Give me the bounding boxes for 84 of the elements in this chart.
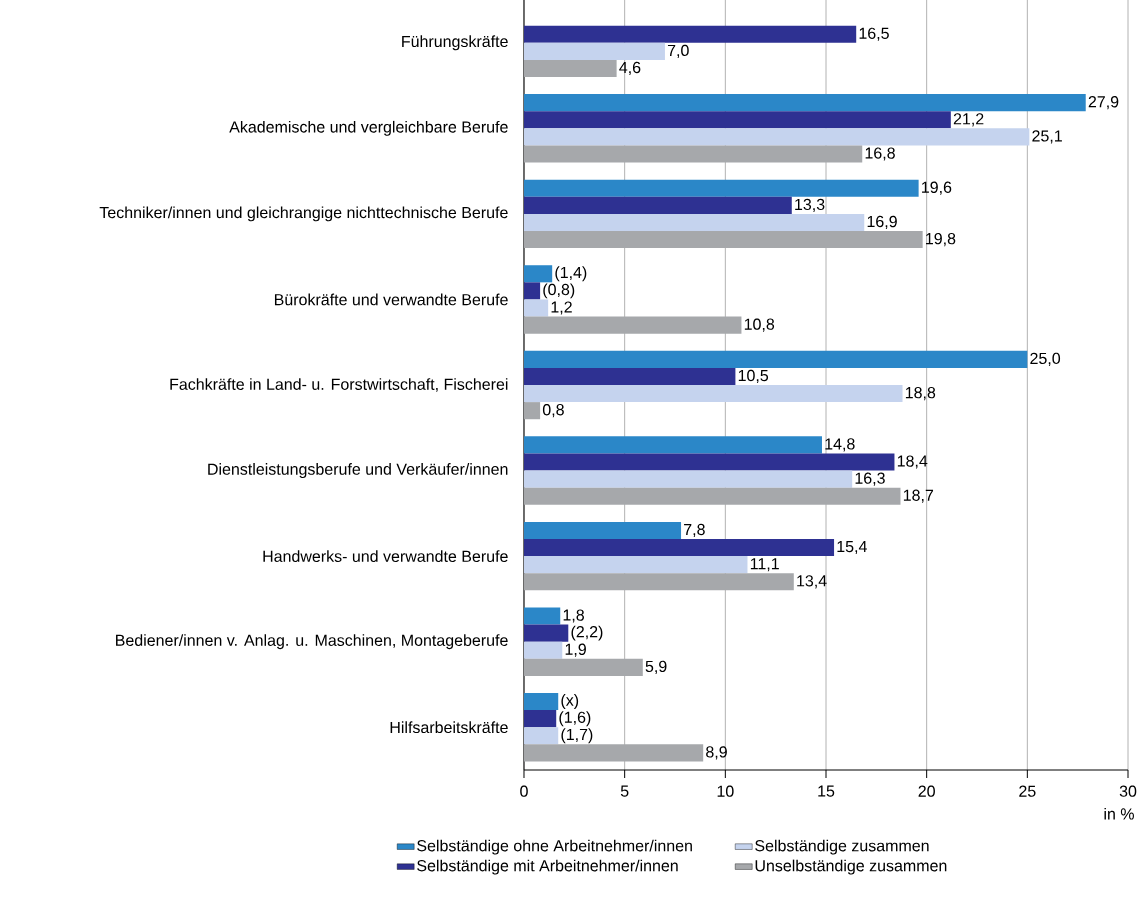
x-tick-label: 20 <box>918 785 935 797</box>
y-tick-label: Bürokräfte und verwandte Berufe <box>274 293 508 306</box>
data-label: 0,8 <box>542 404 564 418</box>
bar <box>524 350 1028 368</box>
bar <box>524 179 919 197</box>
bar <box>524 385 903 403</box>
x-axis-title: in % <box>1104 807 1134 820</box>
bar <box>524 196 792 214</box>
data-label: 13,3 <box>795 198 825 212</box>
data-label: (x) <box>561 694 579 710</box>
x-tick-label: 0 <box>520 785 528 797</box>
data-label: 10,8 <box>744 318 775 332</box>
bar <box>524 265 553 283</box>
x-tick-label: 10 <box>717 785 734 797</box>
bar <box>524 624 569 642</box>
bar <box>524 59 617 78</box>
y-tick-label: Führungskräfte <box>402 35 508 51</box>
data-label: 19,8 <box>926 232 956 247</box>
data-label: 18,7 <box>903 489 934 503</box>
data-label: 1,8 <box>563 609 584 623</box>
bar <box>524 556 748 574</box>
bar <box>524 213 865 232</box>
bar <box>524 402 541 420</box>
data-label: (0,8) <box>543 283 575 299</box>
bar <box>524 453 895 471</box>
data-label: 16,8 <box>865 147 895 161</box>
y-tick-label: Hilfsarbeitskräfte <box>390 721 508 734</box>
bar <box>524 111 951 129</box>
y-tick-label: Dienstleistungsberufe und Verkäufer/innen <box>208 463 508 479</box>
data-label: 10,5 <box>738 369 769 384</box>
y-tick-label: Bediener/innen v. Anlag. u. Maschinen, Montageberufe <box>116 634 508 650</box>
legend-label: Selbständige mit Arbeitnehmer/innen <box>417 859 678 875</box>
bar <box>524 282 541 300</box>
bar <box>524 693 559 711</box>
data-label: 25,0 <box>1030 352 1061 366</box>
bar <box>524 128 1030 146</box>
data-label: 14,8 <box>825 438 855 452</box>
y-tick-label: Techniker/innen und gleichrangige nichttechnische Berufe <box>99 206 508 222</box>
data-label: 1,2 <box>551 301 572 315</box>
data-label: 27,9 <box>1088 96 1119 110</box>
data-label: (1,6) <box>559 711 591 727</box>
data-label: (1,4) <box>555 266 587 282</box>
data-label: 21,2 <box>953 113 984 127</box>
data-label: 8,9 <box>706 746 727 760</box>
y-tick-label: Handwerks- und verwandte Berufe <box>263 550 508 562</box>
x-tick-label: 5 <box>620 785 629 797</box>
data-label: 16,3 <box>855 472 885 486</box>
data-label: 13,4 <box>797 575 827 589</box>
y-tick-label: Akademische und vergleichbare Berufe <box>229 120 508 136</box>
data-label: 1,9 <box>565 643 586 657</box>
legend-label: Unselbständige zusammen <box>755 859 947 875</box>
bar <box>524 299 549 317</box>
data-label: 7,8 <box>684 523 705 538</box>
bar <box>524 727 559 745</box>
data-label: 4,6 <box>619 61 641 76</box>
bar <box>524 42 665 60</box>
x-tick-label: 15 <box>818 785 835 797</box>
bar <box>524 521 682 540</box>
data-label: (2,2) <box>571 625 603 641</box>
bar <box>524 94 1086 112</box>
bar <box>524 710 557 728</box>
bar <box>524 641 563 659</box>
bar <box>524 539 835 557</box>
data-label: 18,4 <box>897 455 928 469</box>
data-label: 16,5 <box>859 27 889 41</box>
data-label: (1,7) <box>561 728 593 744</box>
bar <box>524 607 561 625</box>
y-tick-label: Fachkräfte in Land- u. Forstwirtschaft, Fischerei <box>170 378 508 392</box>
bar <box>524 436 822 454</box>
bar <box>524 367 736 386</box>
x-tick-label: 30 <box>1119 785 1137 797</box>
x-tick-label: 25 <box>1019 785 1036 797</box>
data-label: 7,0 <box>667 44 689 58</box>
data-label: 19,6 <box>922 181 952 195</box>
data-label: 11,1 <box>750 558 779 572</box>
legend-label: Selbständige zusammen <box>755 839 929 855</box>
data-label: 5,9 <box>645 660 667 674</box>
data-label: 15,4 <box>837 541 867 555</box>
bar <box>524 25 857 43</box>
data-label: 16,9 <box>867 215 897 230</box>
legend-label: Selbständige ohne Arbeitnehmer/innen <box>417 839 692 855</box>
bar <box>524 470 853 488</box>
data-label: 18,8 <box>905 386 936 401</box>
data-label: 25,1 <box>1032 130 1062 144</box>
